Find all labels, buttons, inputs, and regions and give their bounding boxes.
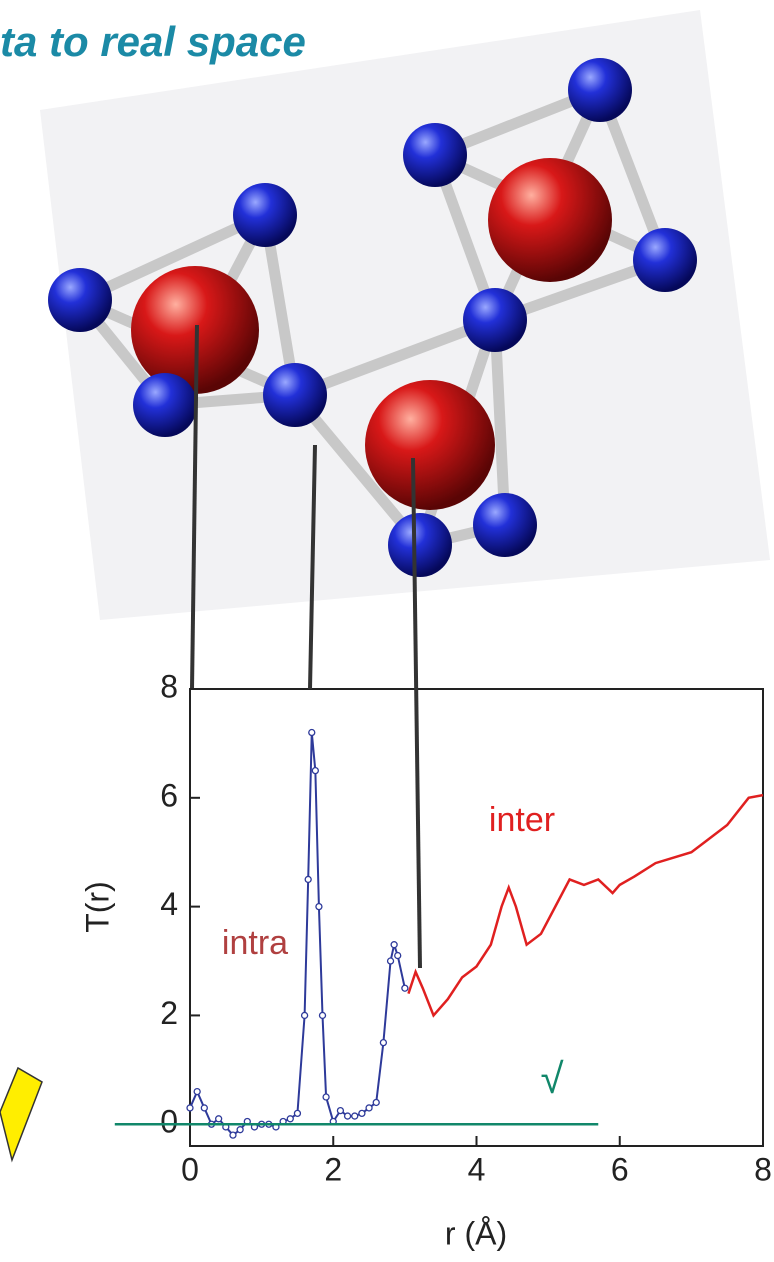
data-point bbox=[318, 1011, 327, 1020]
data-point bbox=[304, 875, 312, 884]
data-point bbox=[229, 1131, 237, 1139]
x-axis-label: r (Å) bbox=[445, 1215, 507, 1251]
data-point bbox=[186, 1104, 194, 1112]
y-tick-label: 8 bbox=[160, 668, 178, 704]
yellow-shape bbox=[0, 1066, 43, 1163]
image-backdrop bbox=[40, 10, 770, 620]
y-tick-label: 6 bbox=[160, 777, 178, 813]
data-point bbox=[308, 728, 316, 737]
y-tick-label: 2 bbox=[160, 995, 178, 1031]
inter-label: inter bbox=[489, 801, 555, 839]
y-axis-label: T(r) bbox=[79, 881, 115, 933]
series-line bbox=[407, 793, 764, 1018]
slide-title: ta to real space bbox=[0, 18, 306, 65]
check-mark: √ bbox=[540, 1055, 564, 1102]
data-point bbox=[200, 1104, 208, 1112]
data-point bbox=[343, 1112, 352, 1120]
data-point bbox=[286, 1115, 294, 1123]
data-point bbox=[379, 1038, 388, 1047]
x-tick-label: 2 bbox=[324, 1151, 342, 1187]
atoms bbox=[48, 58, 697, 577]
data-point bbox=[365, 1104, 373, 1112]
data-point bbox=[193, 1087, 201, 1096]
data-point bbox=[236, 1126, 244, 1134]
intra-label: intra bbox=[222, 924, 288, 962]
x-tick-label: 4 bbox=[468, 1151, 486, 1187]
x-tick-label: 8 bbox=[754, 1151, 772, 1187]
connectors bbox=[190, 324, 422, 969]
data-point bbox=[311, 766, 319, 775]
plot-frame bbox=[189, 688, 764, 1147]
data-point bbox=[214, 1115, 223, 1123]
data-point bbox=[300, 1011, 309, 1020]
data-point bbox=[372, 1098, 380, 1107]
x-tick-label: 6 bbox=[611, 1151, 629, 1187]
data-point bbox=[315, 902, 323, 911]
data-point bbox=[293, 1109, 302, 1118]
data-point bbox=[394, 951, 402, 960]
data-point bbox=[322, 1093, 330, 1101]
y-tick-label: 4 bbox=[160, 886, 178, 922]
x-tick-label: 0 bbox=[181, 1151, 199, 1187]
y-tick-label: 0 bbox=[160, 1104, 178, 1140]
data-point bbox=[336, 1106, 345, 1115]
data-point bbox=[351, 1112, 359, 1120]
data-point bbox=[358, 1109, 366, 1118]
data-point bbox=[390, 941, 398, 949]
data-point bbox=[386, 957, 395, 965]
data-point bbox=[401, 984, 409, 992]
